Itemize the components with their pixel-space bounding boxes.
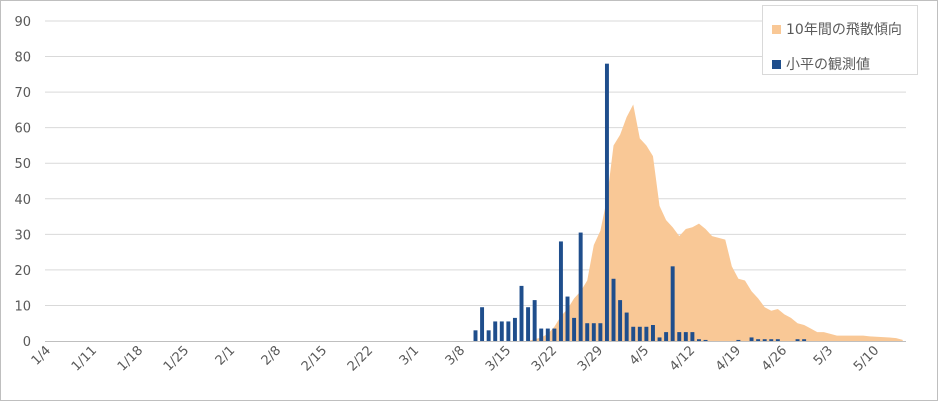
observed-bar bbox=[631, 326, 636, 341]
x-axis-ticks: 1/4 1/11 1/18 1/25 2/1 2/8 2/15 2/22 3/1 3/8 3/15 3… bbox=[29, 343, 883, 374]
observed-bar bbox=[480, 307, 485, 341]
x-tick-label: 4/5 bbox=[627, 343, 652, 368]
observed-bar bbox=[486, 330, 491, 341]
x-tick-label: 2/1 bbox=[213, 343, 238, 368]
legend-swatch-observed bbox=[772, 59, 781, 69]
x-tick-label: 4/12 bbox=[667, 343, 698, 374]
observed-bar bbox=[604, 63, 609, 342]
observed-bar bbox=[512, 317, 517, 341]
observed-bar bbox=[493, 321, 498, 341]
observed-bar bbox=[565, 296, 570, 341]
x-tick-label: 3/8 bbox=[443, 343, 468, 368]
x-tick-label: 2/22 bbox=[345, 343, 376, 374]
observed-bar bbox=[624, 312, 629, 341]
observed-bar bbox=[802, 339, 807, 341]
observed-bars bbox=[473, 63, 807, 342]
y-tick-label: 90 bbox=[14, 15, 31, 30]
observed-bar bbox=[677, 332, 682, 341]
observed-bar bbox=[637, 326, 642, 341]
observed-bar bbox=[473, 330, 478, 341]
y-tick-label: 20 bbox=[14, 264, 31, 279]
observed-bar bbox=[696, 339, 701, 341]
observed-bar bbox=[526, 307, 531, 341]
observed-bar bbox=[644, 326, 649, 341]
x-tick-label: 3/29 bbox=[575, 343, 606, 374]
observed-bar bbox=[545, 328, 550, 341]
y-tick-label: 70 bbox=[14, 86, 31, 101]
y-tick-label: 50 bbox=[14, 157, 31, 172]
legend: 10年間の飛散傾向 小平の観測値 bbox=[762, 5, 918, 75]
observed-bar bbox=[585, 323, 590, 341]
observed-bar bbox=[598, 323, 603, 341]
observed-bar bbox=[519, 285, 524, 341]
trend-area bbox=[528, 104, 903, 341]
x-tick-label: 3/15 bbox=[483, 343, 514, 374]
legend-label-trend: 10年間の飛散傾向 bbox=[786, 22, 902, 38]
observed-bar bbox=[670, 266, 675, 341]
observed-bar bbox=[618, 300, 623, 341]
observed-bar bbox=[650, 325, 655, 341]
y-tick-label: 0 bbox=[23, 335, 31, 350]
observed-bar bbox=[539, 328, 544, 341]
x-tick-label: 2/8 bbox=[259, 343, 284, 368]
x-tick-label: 1/18 bbox=[115, 343, 146, 374]
observed-bar bbox=[683, 332, 688, 341]
x-tick-label: 1/4 bbox=[29, 343, 54, 368]
observed-bar bbox=[762, 339, 767, 341]
x-tick-label: 3/1 bbox=[397, 343, 422, 368]
x-tick-label: 5/3 bbox=[811, 343, 836, 368]
y-tick-label: 10 bbox=[14, 299, 31, 314]
x-tick-label: 4/19 bbox=[713, 343, 744, 374]
x-tick-label: 1/25 bbox=[161, 343, 192, 374]
observed-bar bbox=[749, 337, 754, 341]
legend-swatch-trend bbox=[772, 24, 781, 34]
y-tick-label: 40 bbox=[14, 193, 31, 208]
x-tick-label: 1/11 bbox=[69, 343, 100, 374]
observed-bar bbox=[572, 317, 577, 341]
y-axis-ticks: 0 10 20 30 40 50 60 70 80 90 bbox=[14, 15, 31, 350]
observed-bar bbox=[578, 232, 583, 341]
y-tick-label: 80 bbox=[14, 51, 31, 66]
x-tick-label: 5/10 bbox=[851, 343, 882, 374]
observed-bar bbox=[736, 339, 741, 341]
legend-item-trend: 10年間の飛散傾向 bbox=[772, 19, 902, 39]
observed-bar bbox=[664, 332, 669, 341]
x-tick-label: 3/22 bbox=[529, 343, 560, 374]
observed-bar bbox=[499, 321, 504, 341]
observed-bar bbox=[690, 332, 695, 341]
observed-bar bbox=[591, 323, 596, 341]
x-tick-label: 4/26 bbox=[759, 343, 790, 374]
observed-bar bbox=[657, 337, 662, 341]
observed-bar bbox=[506, 321, 511, 341]
legend-item-observed: 小平の観測値 bbox=[772, 54, 870, 74]
observed-bar bbox=[703, 339, 708, 341]
observed-bar bbox=[756, 339, 761, 341]
observed-bar bbox=[532, 300, 537, 341]
trend-area-shape bbox=[528, 104, 903, 341]
legend-label-observed: 小平の観測値 bbox=[786, 57, 870, 73]
observed-bar bbox=[611, 278, 616, 341]
observed-bar bbox=[552, 328, 557, 341]
observed-bar bbox=[558, 241, 563, 341]
observed-bar bbox=[775, 339, 780, 341]
y-tick-label: 30 bbox=[14, 228, 31, 243]
x-tick-label: 2/15 bbox=[299, 343, 330, 374]
observed-bar bbox=[795, 339, 800, 341]
observed-bar bbox=[769, 339, 774, 341]
y-tick-label: 60 bbox=[14, 122, 31, 137]
